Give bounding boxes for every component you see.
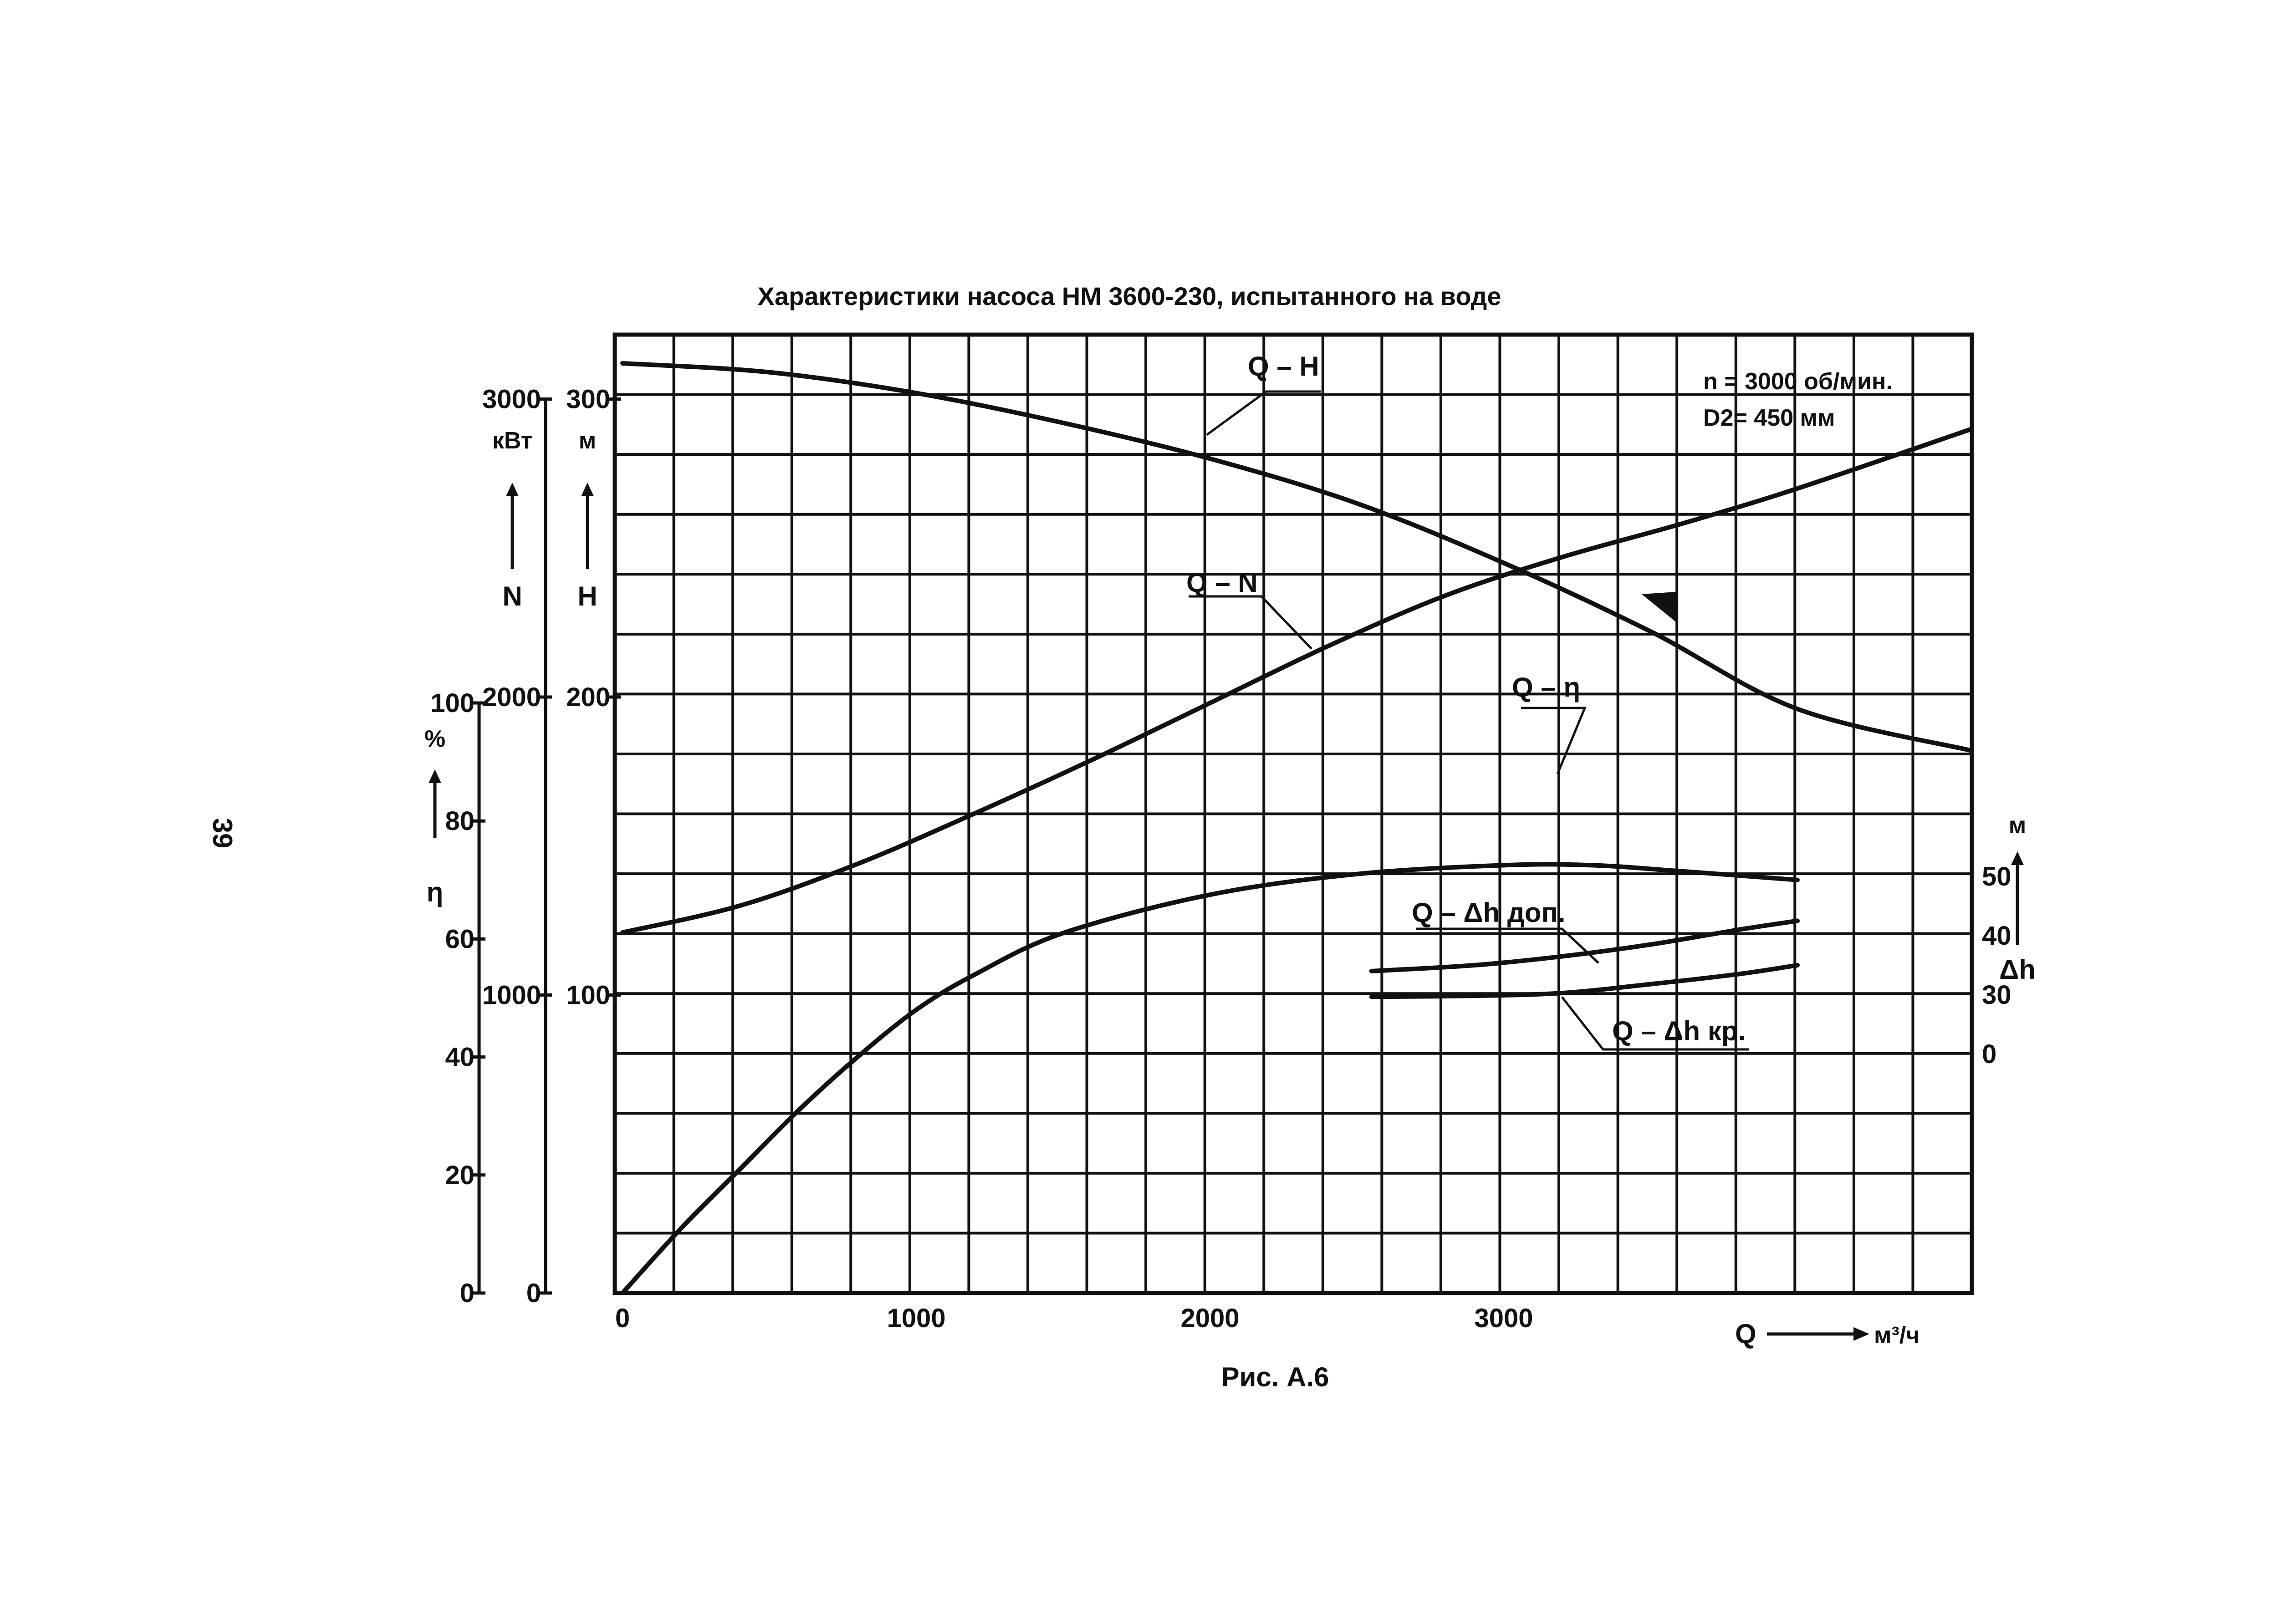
axis-h-tick-label: 100 bbox=[566, 981, 610, 1010]
series-label-q-h: Q – H bbox=[1248, 351, 1319, 382]
axis-eta-tick-label: 80 bbox=[445, 806, 475, 836]
leader-q-dh-kr bbox=[1561, 996, 1749, 1051]
axis-dh-tick-label: 30 bbox=[1982, 980, 2012, 1010]
axis-n-tick-label: 3000 bbox=[482, 385, 541, 414]
annotation-diameter: D2= 450 мм bbox=[1703, 405, 1835, 431]
axis-h-tick-label: 200 bbox=[566, 682, 610, 712]
axis-n-title-arrowhead bbox=[506, 483, 519, 496]
axis-eta-title-unit: % bbox=[424, 726, 445, 752]
leader-q-dh-dop bbox=[1416, 927, 1599, 964]
axis-eta-tick-label: 40 bbox=[445, 1043, 475, 1072]
axis-eta-tick-label: 0 bbox=[460, 1278, 475, 1308]
series-label-q-dh-kr: Q – Δh кр. bbox=[1612, 1016, 1746, 1046]
label-q-dh-kr: Q – Δh кр. bbox=[1561, 996, 1749, 1051]
leader-q-n bbox=[1189, 595, 1312, 650]
x-axis-label: Q bbox=[1735, 1319, 1756, 1349]
axis-h-tick-label: 300 bbox=[566, 385, 610, 414]
page-number: 39 bbox=[207, 818, 238, 849]
series-line-q-dh-kr bbox=[1369, 963, 1800, 999]
annotation-speed: n = 3000 об/мин. bbox=[1703, 368, 1893, 395]
x-tick-label: 2000 bbox=[1180, 1303, 1239, 1333]
axis-eta-tick-label: 60 bbox=[445, 924, 475, 954]
series-layer bbox=[620, 361, 1974, 1295]
series-line-q-h bbox=[620, 361, 1974, 753]
label-q-eta: Q – η bbox=[1512, 672, 1587, 774]
series-line-q-n bbox=[620, 427, 1974, 935]
x-axis-unit: м³/ч bbox=[1874, 1322, 1920, 1349]
axis-dh-title-arrowhead bbox=[2011, 851, 2024, 865]
x-axis-arrowhead bbox=[1853, 1327, 1869, 1341]
axis-n-title-unit: кВт bbox=[492, 428, 532, 454]
chart-grid bbox=[615, 335, 1972, 1293]
axis-eta-title-arrowhead bbox=[429, 769, 441, 783]
axis-h-title-label: H bbox=[577, 581, 597, 611]
series-line-q-eta bbox=[620, 862, 1800, 1295]
series-line-q-dh-dop bbox=[1369, 918, 1800, 973]
series-label-q-dh-dop: Q – Δh доп. bbox=[1412, 897, 1565, 928]
leader-q-h bbox=[1206, 390, 1321, 436]
leader-q-eta bbox=[1521, 707, 1587, 774]
axis-n-tick-label: 0 bbox=[526, 1278, 541, 1308]
axis-eta-title-label: η bbox=[427, 877, 444, 907]
axis-n-title-label: N bbox=[502, 581, 522, 611]
figure-caption: Рис. А.6 bbox=[1221, 1362, 1329, 1392]
axis-n-tick-label: 2000 bbox=[482, 682, 541, 712]
axis-dh-tick-label: 40 bbox=[1982, 921, 2012, 951]
axis-eta-tick-label: 20 bbox=[445, 1161, 475, 1190]
axis-dh-title-label: Δh bbox=[1999, 954, 2036, 985]
x-axis-ticks: 0 1000 2000 3000 bbox=[615, 1303, 1533, 1333]
axis-h-title-unit: м bbox=[579, 428, 596, 454]
label-q-dh-dop: Q – Δh доп. bbox=[1412, 897, 1599, 964]
q-h-arrowhead bbox=[1642, 592, 1678, 624]
axis-n-tick-label: 1000 bbox=[482, 981, 541, 1010]
x-tick-label: 1000 bbox=[887, 1303, 945, 1333]
axis-h-title-arrowhead bbox=[581, 483, 594, 496]
x-axis-label-group: Q м³/ч bbox=[1735, 1319, 1920, 1349]
series-label-q-eta: Q – η bbox=[1512, 672, 1580, 703]
axis-dh-title-unit: м bbox=[2009, 812, 2026, 839]
chart-title: Характеристики насоса НМ 3600-230, испыт… bbox=[758, 282, 1501, 311]
axis-eta-tick-label: 100 bbox=[430, 688, 475, 718]
x-tick-label: 3000 bbox=[1474, 1303, 1533, 1333]
axis-dh-tick-label: 0 bbox=[1982, 1039, 1996, 1069]
label-q-h: Q – H bbox=[1206, 351, 1321, 436]
x-tick-label: 0 bbox=[615, 1303, 630, 1333]
label-q-n: Q – N bbox=[1186, 567, 1312, 650]
series-label-q-n: Q – N bbox=[1186, 567, 1258, 598]
axis-dh-tick-label: 50 bbox=[1982, 862, 2012, 891]
y-axes: 0204060801000100020003000100200300030405… bbox=[424, 385, 2036, 1308]
